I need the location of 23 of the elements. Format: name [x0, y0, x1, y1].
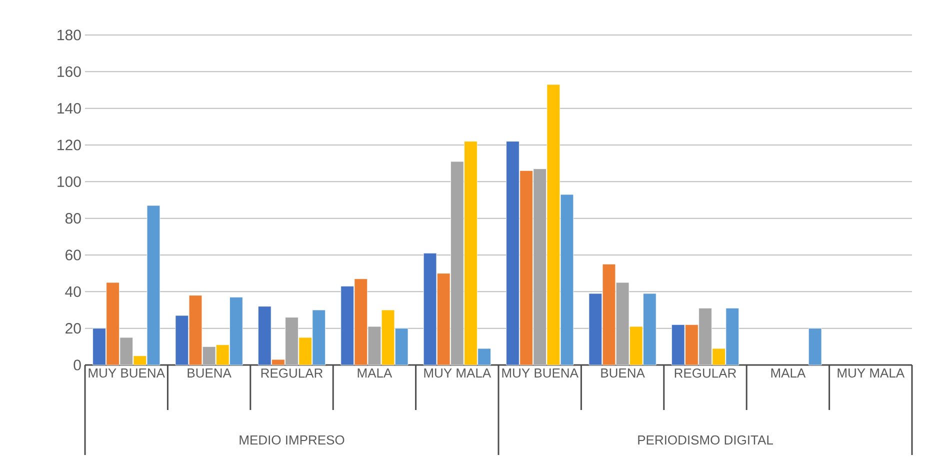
y-tick-label: 40 — [65, 286, 81, 297]
x-tick-label: BUENA — [188, 368, 232, 378]
text: MEDIO IMPRESO — [240, 435, 344, 445]
y-tick-label: 80 — [65, 213, 81, 224]
text: PERIODISMO DIGITAL — [638, 435, 773, 445]
bar — [808, 328, 822, 366]
x-tick-label: MUY BUENA — [502, 368, 578, 378]
x-tick-label: REGULAR — [261, 368, 323, 378]
x-tick-label: MALA — [358, 368, 392, 378]
y-tick-label: 60 — [66, 250, 81, 260]
y-tick-label: 0 — [74, 360, 81, 370]
y-tick-label: 140 — [58, 103, 81, 114]
x-tick-label: MALA — [771, 368, 806, 378]
y-tick-label: 160 — [58, 66, 81, 77]
x-tick-label: REGULAR — [674, 368, 736, 378]
y-tick-label: 100 — [58, 176, 81, 187]
y-tick-label: 120 — [58, 140, 81, 150]
x-tick-label: MUY MALA — [838, 368, 905, 378]
x-tick-label: MUY BUENA — [88, 368, 165, 378]
x-tick-label: MUY MALA — [424, 368, 492, 378]
y-tick-label: 180 — [58, 30, 81, 40]
x-tick-label: BUENA — [601, 368, 645, 378]
y-tick-label: 20 — [66, 323, 81, 334]
